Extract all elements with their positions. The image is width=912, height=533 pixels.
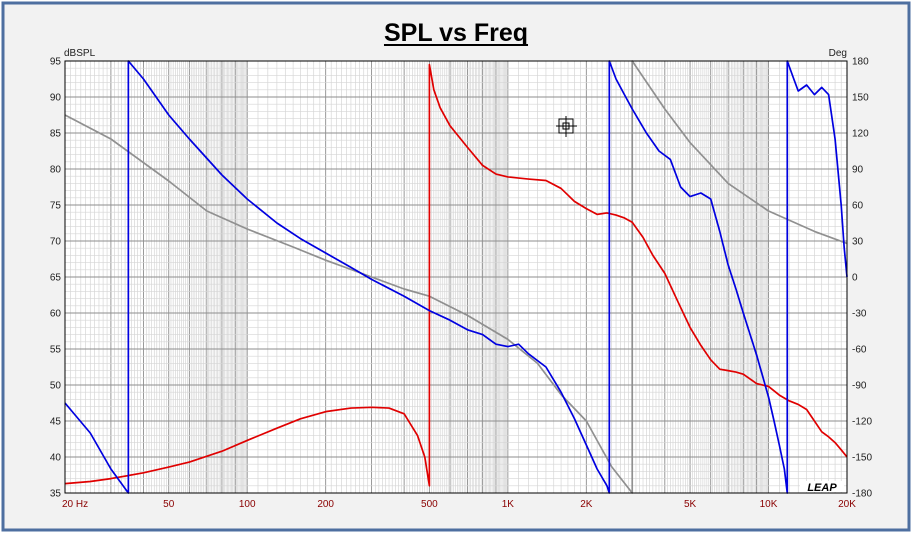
- y-tick-left-label: 70: [50, 237, 62, 248]
- series-line-0: [64, 63, 848, 487]
- y-tick-left-label: 75: [50, 201, 62, 212]
- y-tick-right-label: 90: [852, 165, 864, 176]
- y-tick-left-label: 60: [50, 309, 62, 320]
- y-tick-left-label: 90: [50, 93, 62, 104]
- x-tick-label: 20 Hz: [62, 499, 88, 510]
- y-tick-left-label: 65: [50, 273, 62, 284]
- x-tick-label: 1K: [502, 499, 515, 510]
- grid: [65, 60, 847, 494]
- y-tick-right-label: -60: [852, 345, 867, 356]
- y-ticks-left: 35 40 45 50 55 60 65 70 75 80 85 90 95: [50, 57, 62, 500]
- x-tick-label: 5K: [684, 499, 697, 510]
- y-tick-right-label: -180: [852, 489, 872, 500]
- y-tick-left-label: 80: [50, 165, 62, 176]
- crosshair-cursor[interactable]: [556, 116, 577, 137]
- y-tick-right-label: 0: [852, 273, 858, 284]
- svg-text:LEAP: LEAP: [807, 482, 837, 494]
- y-tick-left-label: 35: [50, 489, 62, 500]
- series-line-2: [64, 60, 848, 494]
- y-axis-left-label: dBSPL: [64, 48, 96, 59]
- x-tick-label: 500: [421, 499, 438, 510]
- y-tick-right-label: 120: [852, 129, 869, 140]
- x-tick-label: 20K: [838, 499, 856, 510]
- x-tick-label: 10K: [760, 499, 778, 510]
- y-tick-right-label: -120: [852, 417, 872, 428]
- y-tick-right-label: -30: [852, 309, 867, 320]
- leap-logo: LEAP: [800, 481, 844, 494]
- x-tick-label: 50: [163, 499, 175, 510]
- y-tick-right-label: 60: [852, 201, 864, 212]
- chart-title: SPL vs Freq: [384, 19, 528, 47]
- y-tick-right-label: 150: [852, 93, 869, 104]
- x-tick-label: 100: [239, 499, 256, 510]
- y-tick-left-label: 50: [50, 381, 62, 392]
- y-tick-left-label: 45: [50, 417, 62, 428]
- y-tick-left-label: 85: [50, 129, 62, 140]
- y-tick-right-label: -150: [852, 453, 872, 464]
- y-tick-right-label: -90: [852, 381, 867, 392]
- plot-border: [64, 60, 848, 494]
- y-axis-right-label: Deg: [829, 48, 847, 59]
- x-tick-label: 200: [317, 499, 334, 510]
- x-tick-label: 2K: [580, 499, 593, 510]
- y-tick-left-label: 40: [50, 453, 62, 464]
- y-tick-left-label: 95: [50, 57, 62, 68]
- y-tick-left-label: 55: [50, 345, 62, 356]
- y-tick-right-label: 30: [852, 237, 864, 248]
- y-ticks-right: -180 -150 -120 -90 -60 -30 0 30 60 90 120 150 180: [852, 57, 872, 500]
- y-tick-right-label: 180: [852, 57, 869, 68]
- x-ticks: 20 Hz 50 100 200 500 1K 2K 5K 10K 20K: [62, 499, 856, 510]
